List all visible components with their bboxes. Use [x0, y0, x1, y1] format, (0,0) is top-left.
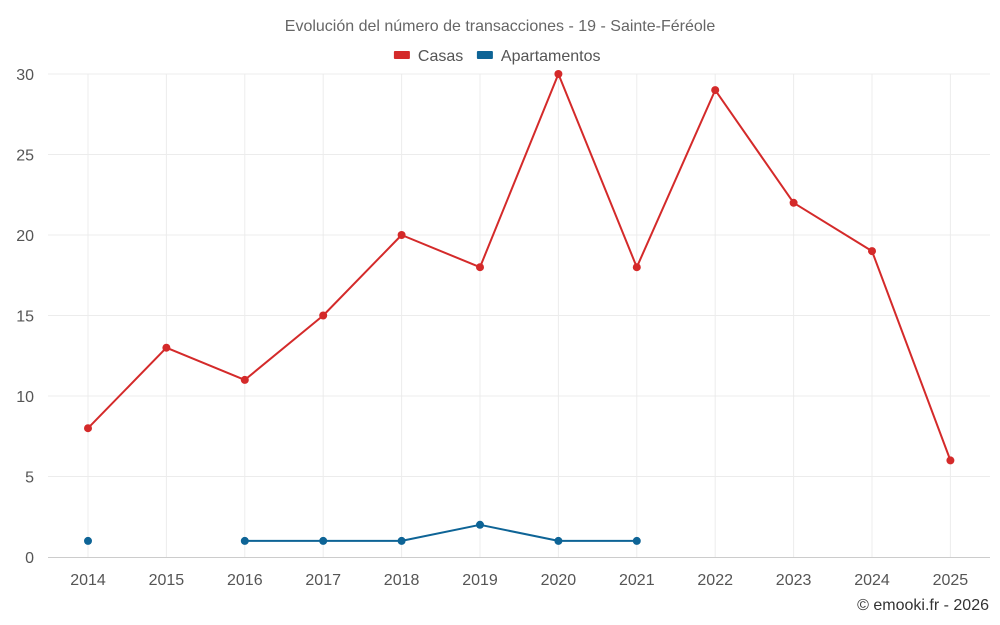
legend-swatch: [476, 51, 493, 59]
data-point[interactable]: [476, 263, 484, 272]
data-point[interactable]: [319, 311, 328, 320]
x-tick-label: 2022: [697, 572, 733, 589]
y-tick-label: 20: [16, 228, 34, 245]
credit-text: © emooki.fr - 2026: [857, 597, 989, 614]
data-point[interactable]: [632, 536, 641, 545]
x-tick-label: 2025: [933, 572, 969, 589]
data-point[interactable]: [632, 263, 641, 272]
data-point[interactable]: [397, 536, 406, 545]
y-tick-label: 5: [25, 470, 34, 487]
y-tick-label: 30: [16, 67, 34, 84]
x-tick-label: 2016: [227, 572, 263, 589]
y-tick-label: 0: [25, 550, 34, 567]
x-tick-label: 2015: [149, 572, 185, 589]
series-line: [244, 523, 637, 542]
x-tick-label: 2014: [70, 572, 106, 589]
data-point[interactable]: [946, 456, 955, 465]
x-tick-label: 2018: [384, 572, 420, 589]
data-point[interactable]: [397, 231, 406, 239]
y-axis-ticks: 0 5 10 15 20 25 30: [16, 67, 34, 567]
y-tick-label: 15: [16, 309, 34, 326]
legend-item-casas[interactable]: Casas: [393, 48, 463, 65]
legend-label: Apartamentos: [501, 48, 601, 65]
legend-item-apartamentos[interactable]: Apartamentos: [476, 48, 601, 65]
series-group: [84, 70, 955, 545]
data-point[interactable]: [84, 424, 92, 433]
x-tick-label: 2019: [462, 572, 498, 589]
series-line: [87, 73, 952, 461]
data-point[interactable]: [476, 520, 484, 529]
y-tick-label: 25: [16, 148, 34, 165]
x-tick-label: 2023: [776, 572, 812, 589]
data-point[interactable]: [711, 86, 720, 95]
y-tick-label: 10: [16, 389, 34, 406]
legend[interactable]: Casas Apartamentos: [393, 48, 601, 65]
data-point[interactable]: [554, 536, 563, 545]
grid-lines: [48, 73, 990, 557]
x-tick-label: 2020: [541, 572, 577, 589]
legend-swatch: [393, 51, 410, 59]
data-point[interactable]: [789, 198, 798, 207]
x-axis-ticks: 2014 2015 2016 2017 2018 2019 2020 2021 2022 2023…: [70, 572, 968, 589]
legend-label: Casas: [418, 48, 463, 65]
chart-title: Evolución del número de transacciones - …: [285, 18, 716, 35]
data-point[interactable]: [84, 536, 92, 545]
series-casas: [84, 70, 955, 465]
x-tick-label: 2024: [854, 572, 890, 589]
x-tick-label: 2017: [305, 572, 341, 589]
data-point[interactable]: [554, 70, 563, 78]
data-point[interactable]: [319, 536, 328, 545]
data-point[interactable]: [868, 247, 876, 256]
data-point[interactable]: [240, 375, 249, 384]
data-point[interactable]: [162, 343, 171, 352]
series-apartamentos: [84, 520, 641, 545]
x-tick-label: 2021: [619, 572, 655, 589]
data-point[interactable]: [240, 536, 249, 545]
